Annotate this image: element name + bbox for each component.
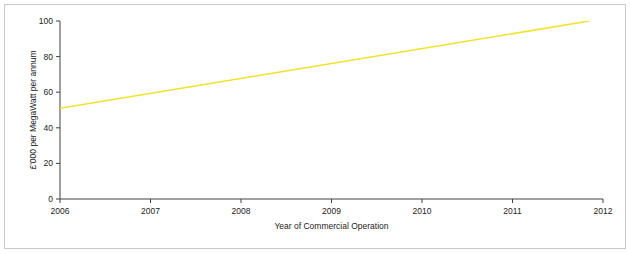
chart-root: 0 20 40 60 80 100 2006 2007 2008 2009 2010 2011 2012…: [0, 0, 631, 254]
y-tick-label: 80: [44, 52, 54, 62]
y-tick-label: 40: [44, 123, 54, 133]
x-tick: [422, 199, 423, 203]
x-tick: [241, 199, 242, 203]
y-tick: [56, 127, 60, 128]
y-axis-title: £'000 per MegaWatt per annum: [28, 51, 38, 170]
y-tick: [56, 163, 60, 164]
data-line: [60, 21, 589, 108]
y-tick: [56, 21, 60, 22]
y-tick-label: 20: [44, 158, 54, 168]
y-tick-label: 0: [48, 194, 53, 204]
x-tick-label: 2007: [141, 206, 160, 216]
y-tick: [56, 56, 60, 57]
x-tick-label: 2010: [413, 206, 432, 216]
x-tick-label: 2011: [503, 206, 522, 216]
x-tick-label: 2006: [51, 206, 70, 216]
y-tick: [56, 199, 60, 200]
x-tick: [512, 199, 513, 203]
x-tick: [603, 199, 604, 203]
x-tick-label: 2008: [232, 206, 251, 216]
y-tick-label: 100: [39, 16, 53, 26]
x-axis-title: Year of Commercial Operation: [274, 221, 388, 231]
y-axis: [60, 21, 61, 199]
plot-area: [60, 21, 589, 108]
x-tick-label: 2012: [594, 206, 613, 216]
x-tick-label: 2009: [322, 206, 341, 216]
y-tick-label: 60: [44, 87, 54, 97]
x-tick: [60, 199, 61, 203]
outer-frame: [5, 5, 626, 249]
x-tick: [331, 199, 332, 203]
x-tick: [150, 199, 151, 203]
y-tick: [56, 92, 60, 93]
